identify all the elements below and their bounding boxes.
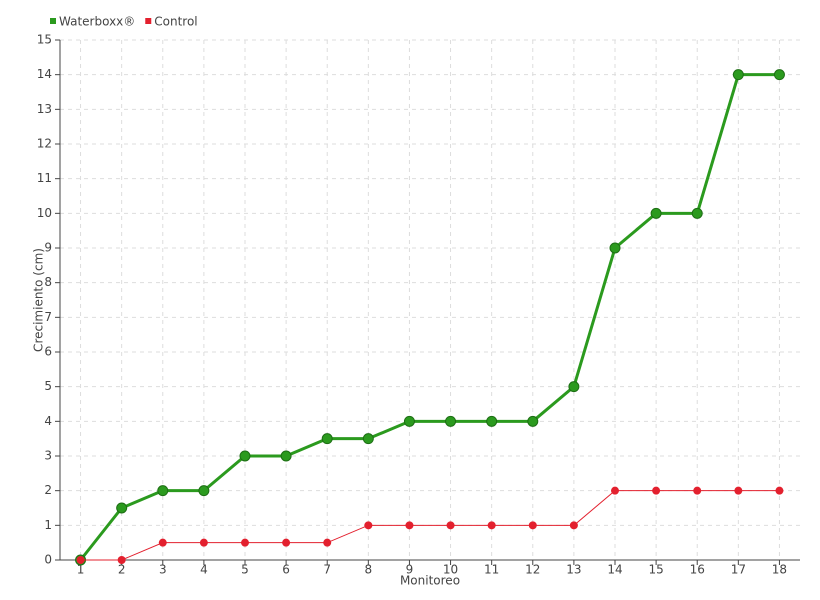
legend-label: Control <box>154 15 197 29</box>
x-tick-label: 18 <box>772 563 787 577</box>
point <box>445 415 457 427</box>
point <box>611 486 619 495</box>
series-line <box>79 73 780 561</box>
point <box>321 433 333 445</box>
point <box>732 69 744 81</box>
y-tick-label: 15 <box>37 33 52 47</box>
point <box>775 486 784 495</box>
y-tick-label: 7 <box>44 310 52 324</box>
point <box>76 556 85 564</box>
point <box>157 485 169 497</box>
y-tick-label: 6 <box>44 345 52 359</box>
point <box>158 538 167 547</box>
point <box>364 521 373 530</box>
x-tick-label: 15 <box>648 563 663 577</box>
point <box>282 538 291 547</box>
x-tick-label: 5 <box>241 563 249 577</box>
point <box>446 521 455 530</box>
x-tick-label: 14 <box>607 563 622 577</box>
point <box>773 69 785 81</box>
y-tick-label: 2 <box>44 483 52 497</box>
y-tick-label: 8 <box>44 275 52 289</box>
x-tick-label: 13 <box>566 563 581 577</box>
point <box>527 415 539 427</box>
point <box>241 538 249 547</box>
y-tick-label: 11 <box>37 171 52 185</box>
x-tick-label: 9 <box>406 563 414 577</box>
point <box>117 556 126 564</box>
point <box>116 502 128 514</box>
point <box>650 207 662 219</box>
x-tick-label: 4 <box>200 563 208 577</box>
legend-label: Waterboxx® <box>59 15 135 29</box>
y-tick-label: 13 <box>37 102 52 116</box>
legend-swatch <box>50 18 56 24</box>
point <box>323 538 332 547</box>
y-tick-label: 9 <box>44 241 52 255</box>
y-tick-label: 12 <box>37 137 52 151</box>
point <box>734 486 743 495</box>
y-tick-label: 1 <box>44 518 52 532</box>
point <box>198 485 210 497</box>
legend-swatch <box>145 18 152 24</box>
y-tick-label: 0 <box>44 553 52 567</box>
point <box>362 433 374 445</box>
x-tick-label: 12 <box>525 563 540 577</box>
point <box>568 381 580 393</box>
x-tick-label: 6 <box>282 563 290 577</box>
x-tick-label: 3 <box>159 563 167 577</box>
x-tick-label: 8 <box>365 563 373 577</box>
x-tick-label: 2 <box>118 563 126 577</box>
x-tick-label: 17 <box>731 563 746 577</box>
x-tick-label: 10 <box>443 563 458 577</box>
y-tick-label: 4 <box>44 414 52 428</box>
point <box>609 242 621 254</box>
point <box>693 486 702 495</box>
x-tick-label: 16 <box>690 563 705 577</box>
y-tick-label: 10 <box>37 206 52 220</box>
x-tick-label: 11 <box>484 563 499 577</box>
point <box>280 450 292 462</box>
point <box>652 486 661 495</box>
y-tick-label: 3 <box>44 449 52 463</box>
y-axis-label: Crecimiento (cm) <box>32 248 46 352</box>
point <box>239 450 251 462</box>
x-axis-label: Monitoreo <box>400 574 460 588</box>
series-line <box>80 490 780 561</box>
point <box>691 207 703 219</box>
point <box>487 521 496 530</box>
x-tick-label: 7 <box>323 563 331 577</box>
y-tick-label: 14 <box>37 67 52 81</box>
y-tick-label: 5 <box>44 379 52 393</box>
point <box>569 521 578 530</box>
point <box>405 521 414 530</box>
point <box>486 415 498 427</box>
point <box>199 538 208 547</box>
x-tick-label: 1 <box>77 563 85 577</box>
point <box>528 521 537 530</box>
point <box>403 415 415 427</box>
